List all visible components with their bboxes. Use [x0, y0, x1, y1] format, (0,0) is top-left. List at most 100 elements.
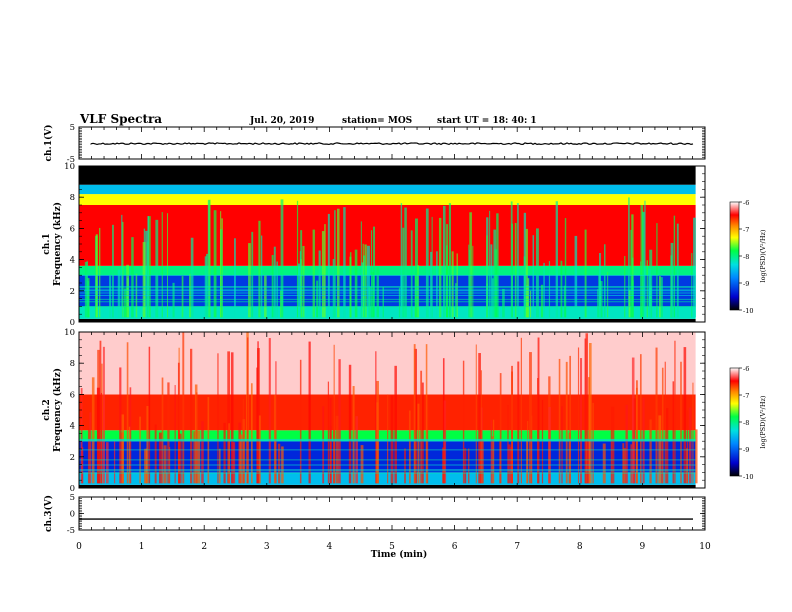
psd-streak — [494, 249, 498, 318]
psd-streak — [639, 354, 642, 484]
psd-streak — [352, 386, 355, 484]
ch1-colorbar: -6 -7 -8 -9 -10 log(PSD)(V²/Hz) — [729, 199, 767, 315]
psd-streak — [481, 439, 484, 484]
psd-streak — [102, 346, 105, 484]
psd-streak — [673, 215, 676, 318]
psd-streak — [430, 251, 433, 318]
y-axis-label: ch.3(V) — [43, 495, 54, 532]
psd-streak — [686, 448, 688, 484]
y-tick-label: 6 — [70, 390, 75, 400]
psd-streak — [622, 443, 625, 484]
colorbar-tick-label: -9 — [743, 280, 749, 288]
y-tick-label: 4 — [70, 422, 75, 432]
psd-streak — [348, 364, 352, 484]
psd-streak — [121, 214, 123, 318]
psd-streak — [511, 365, 513, 484]
psd-streak — [144, 448, 147, 484]
psd-streak — [443, 400, 447, 484]
psd-streak — [548, 407, 551, 484]
psd-streak — [273, 246, 276, 318]
psd-streak — [642, 211, 644, 318]
colorbar-bar — [729, 201, 740, 311]
y-tick-label: 8 — [70, 359, 75, 369]
y-tick-label: 6 — [70, 224, 75, 234]
psd-streak — [442, 205, 446, 318]
psd-streak — [155, 219, 159, 318]
psd-streak — [250, 383, 253, 484]
psd-streak — [486, 235, 488, 318]
psd-streak — [338, 359, 341, 484]
psd-streak — [193, 431, 196, 484]
psd-streak — [558, 358, 561, 484]
psd-streak — [234, 238, 236, 318]
psd-streak — [655, 347, 658, 484]
psd-streak — [425, 344, 428, 484]
psd-streak — [217, 353, 219, 484]
psd-streak — [278, 443, 281, 484]
ch3-voltage-panel: 50-5ch.3(V)0 1 2 3 4 5 6 7 8 9 10 — [43, 493, 711, 552]
ch1-spectrogram-panel: 0 2 4 6 8 10 ch.1 Frequency (kHz) — [42, 162, 706, 328]
psd-streak — [126, 342, 129, 484]
y-tick-label: 2 — [70, 453, 75, 463]
panel-frame — [78, 496, 706, 531]
psd-streak — [268, 338, 271, 484]
psd-streak — [181, 276, 184, 318]
psd-streak — [242, 419, 246, 484]
colorbar-tick-label: -6 — [743, 365, 749, 373]
psd-streak — [232, 442, 236, 484]
psd-streak — [398, 287, 401, 318]
psd-streak — [472, 245, 474, 318]
y-tick-label: 2 — [70, 287, 75, 297]
psd-streak — [502, 288, 505, 318]
psd-streak — [376, 266, 379, 318]
psd-streak — [580, 358, 583, 484]
psd-streak — [568, 432, 571, 484]
ch2-colorbar: -6 -7 -8 -9 -10 log(PSD)(V²/Hz) — [729, 365, 767, 481]
psd-streak — [446, 245, 448, 318]
psd-streak — [333, 344, 335, 484]
psd-streak — [683, 347, 687, 484]
psd-streak — [469, 212, 472, 318]
colorbar-tick-label: -10 — [743, 307, 753, 315]
psd-streak — [360, 221, 362, 318]
psd-streak — [371, 272, 374, 318]
y-tick-label: 0 — [70, 510, 75, 520]
psd-streak — [631, 280, 634, 318]
date-label: Jul. 20, 2019 — [249, 116, 314, 126]
psd-streak — [230, 352, 234, 484]
psd-streak — [142, 242, 146, 318]
psd-streak — [496, 213, 499, 318]
psd-streak — [190, 348, 193, 484]
psd-streak — [410, 230, 413, 318]
psd-streak — [661, 440, 663, 484]
ch2-spectrogram-panel: 0 2 4 6 8 10 ch.2 Frequency (kHz) — [42, 328, 706, 494]
psd-streak — [631, 357, 635, 484]
psd-streak — [526, 439, 528, 484]
y-tick-label: 5 — [70, 493, 75, 503]
x-tick-label: 6 — [452, 542, 458, 552]
psd-streak — [371, 230, 373, 318]
y-axis-label: ch.1(V) — [43, 125, 54, 162]
y-axis-label: ch.2 — [42, 399, 52, 420]
panel-frame — [78, 165, 706, 323]
y-tick-label: 0 — [70, 484, 75, 494]
psd-band — [79, 306, 696, 319]
psd-streak — [223, 422, 226, 484]
x-tick-label: 8 — [577, 542, 583, 552]
psd-streak — [442, 358, 445, 484]
start-time-label: start UT = 18: 40: 1 — [437, 116, 537, 126]
psd-streak — [299, 251, 302, 318]
figure-title: VLF Spectra — [79, 112, 162, 126]
psd-streak — [665, 408, 669, 484]
psd-streak — [676, 223, 679, 318]
psd-streak — [172, 282, 175, 318]
psd-streak — [121, 221, 124, 318]
psd-streak — [312, 229, 315, 318]
psd-band — [79, 184, 696, 195]
psd-streak — [80, 388, 83, 484]
psd-streak — [508, 444, 511, 484]
psd-streak — [611, 406, 615, 484]
psd-streak — [561, 406, 563, 484]
psd-streak — [366, 245, 370, 318]
psd-streak — [584, 229, 587, 318]
